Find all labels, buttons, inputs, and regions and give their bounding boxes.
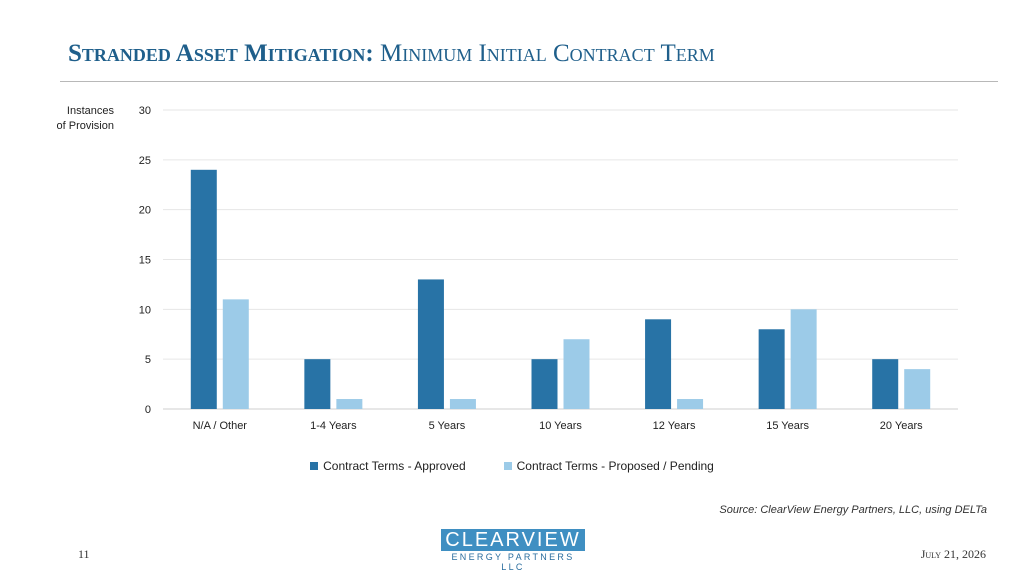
x-tick-label: 12 Years	[653, 420, 696, 432]
clearview-logo: CLEARVIEW ENERGY PARTNERS LLC	[441, 529, 585, 572]
x-tick-label: 20 Years	[880, 420, 923, 432]
logo-subtitle: ENERGY PARTNERS LLC	[451, 552, 575, 572]
y-tick-label: 25	[139, 155, 151, 167]
bar-approved	[190, 169, 217, 409]
slide-date: July 21, 2026	[920, 547, 986, 561]
bar-proposed	[222, 299, 249, 409]
y-tick-label: 30	[139, 105, 151, 117]
bar-approved	[645, 319, 672, 409]
title-divider	[60, 81, 998, 82]
bar-approved	[417, 279, 444, 409]
bar-proposed	[563, 339, 590, 409]
bar-approved	[531, 359, 558, 409]
title-main: Stranded Asset Mitigation	[68, 40, 366, 67]
x-tick-label: 5 Years	[429, 420, 466, 432]
bar-proposed	[677, 399, 704, 409]
y-axis-label-line1: Instances	[66, 105, 114, 117]
legend-swatch-proposed	[503, 462, 512, 470]
bar-proposed	[904, 369, 931, 409]
bar-proposed	[449, 399, 476, 409]
title-sub: Minimum Initial Contract Term	[379, 40, 715, 67]
page-title: Stranded Asset Mitigation: Minimum Initi…	[68, 40, 715, 68]
bar-proposed	[790, 309, 817, 409]
legend-label-proposed: Contract Terms - Proposed / Pending	[516, 459, 714, 473]
legend-swatch-approved	[310, 462, 319, 470]
y-tick-label: 20	[139, 205, 151, 217]
y-axis-label: Instances of Provision	[40, 104, 114, 134]
legend-item-proposed: Contract Terms - Proposed / Pending	[503, 459, 714, 473]
bar-approved	[304, 359, 331, 409]
bar-approved	[872, 359, 899, 409]
x-tick-label: 10 Years	[539, 420, 582, 432]
x-tick-label: 1-4 Years	[310, 420, 357, 432]
chart-legend: Contract Terms - Approved Contract Terms…	[0, 459, 1024, 473]
legend-item-approved: Contract Terms - Approved	[310, 459, 466, 473]
y-tick-label: 5	[145, 354, 151, 366]
bar-approved	[758, 329, 785, 409]
x-tick-label: N/A / Other	[193, 420, 248, 432]
x-tick-label: 15 Years	[766, 420, 809, 432]
source-note: Source: ClearView Energy Partners, LLC, …	[719, 504, 987, 516]
y-tick-label: 10	[139, 304, 151, 316]
y-axis-label-line2: of Provision	[56, 120, 114, 132]
logo-wordmark: CLEARVIEW	[441, 529, 585, 551]
page-number: 11	[78, 547, 90, 561]
y-tick-label: 0	[145, 404, 151, 416]
bar-proposed	[336, 399, 363, 409]
legend-label-approved: Contract Terms - Approved	[323, 459, 466, 473]
title-separator: :	[365, 40, 380, 67]
y-tick-label: 15	[139, 255, 151, 267]
